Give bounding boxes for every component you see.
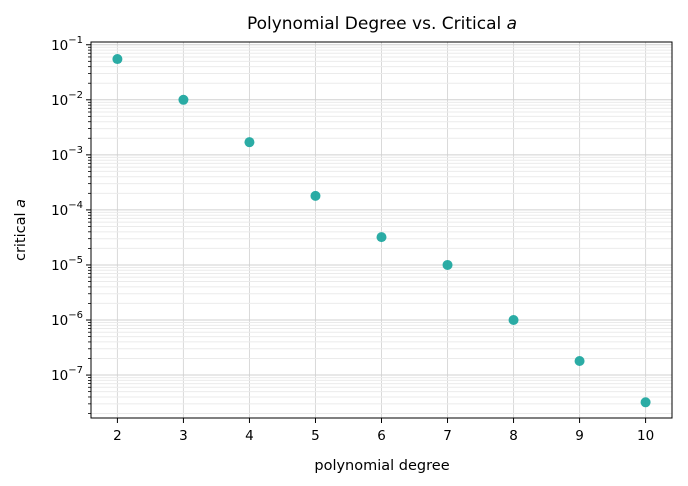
data-point [112,54,123,65]
x-tick-label: 6 [377,428,386,444]
y-tick-label: 10−5 [51,255,83,274]
x-tick-label: 5 [311,428,320,444]
data-point [442,259,453,270]
data-points [112,54,651,408]
x-tick-label: 3 [179,428,188,444]
y-tick-label: 10−3 [51,145,83,164]
y-tick-label: 10−4 [51,200,83,219]
chart-title: Polynomial Degree vs. Critical a [247,14,517,34]
y-tick-label: 10−1 [51,35,83,54]
x-tick-label: 7 [443,428,452,444]
data-point [574,356,585,367]
data-point [310,190,321,201]
y-tick-label: 10−2 [51,90,83,109]
data-point [640,397,651,408]
y-axis-label: critical a [13,199,29,261]
x-axis-ticks: 2 3 4 5 6 7 8 9 10 [113,418,654,444]
y-tick-label: 10−6 [51,310,83,329]
data-point [178,94,189,105]
x-tick-label: 8 [509,428,518,444]
grid-lines [91,42,672,418]
x-axis-label: polynomial degree [314,458,449,474]
x-tick-label: 4 [245,428,254,444]
data-point [508,315,519,326]
data-point [244,137,255,148]
x-tick-label: 2 [113,428,122,444]
y-tick-label: 10−7 [51,365,83,384]
data-point [376,232,387,243]
y-axis-ticks: 10−7 10−6 10−5 10−4 10−3 10−2 10−1 [51,35,91,414]
x-tick-label: 10 [637,428,654,444]
x-tick-label: 9 [575,428,584,444]
